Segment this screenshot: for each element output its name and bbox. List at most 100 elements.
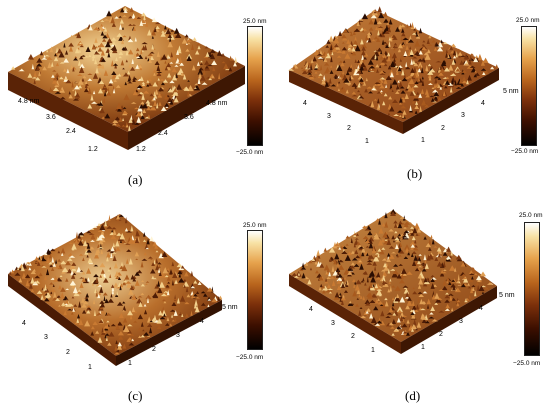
axis-tick: 2.4 (158, 130, 168, 137)
surface-peak (386, 258, 392, 263)
surface-peak (134, 122, 140, 125)
surface-peak (451, 279, 456, 282)
surface-peak (141, 83, 146, 86)
surface-peak (108, 82, 113, 87)
surface-peak (399, 54, 404, 59)
surface-peak (64, 303, 69, 306)
surface-peak (405, 44, 409, 50)
surface-peak (333, 259, 338, 265)
surface-peak (442, 90, 446, 96)
scale-max-label: 25.0 nm (243, 18, 267, 25)
surface-peak (57, 295, 61, 298)
axis-tick: 1 (371, 347, 375, 354)
surface-peak (456, 301, 460, 307)
surface-peak (140, 115, 145, 120)
surface-peak (83, 88, 89, 93)
surface-peak (137, 327, 142, 331)
surface-peak (140, 101, 145, 105)
surface-peak (115, 123, 121, 127)
surface-peak (115, 56, 118, 62)
surface-peak (99, 237, 106, 243)
surface-peak (49, 86, 53, 92)
surface-peak (362, 295, 366, 301)
surface-peak (393, 328, 400, 331)
surface-peak (97, 284, 103, 287)
surface-peak (73, 290, 80, 297)
surface-peak (98, 102, 104, 106)
surface-peak (218, 295, 223, 300)
surface-peak (382, 271, 388, 276)
surface-peak (435, 60, 442, 63)
surface-peak (204, 58, 209, 61)
axis-tick: 3.6 (184, 114, 194, 121)
surface-peak (120, 59, 125, 66)
surface-peak (122, 317, 128, 323)
surface-peak (41, 266, 47, 268)
surface-peak (61, 267, 69, 273)
surface-peak (18, 69, 25, 72)
surface-peak (411, 32, 417, 35)
axis-tick: 2.4 (66, 128, 76, 135)
surface-peak (182, 278, 187, 283)
surface-peak (122, 72, 130, 77)
surface-peak (405, 291, 410, 297)
surface-peak (490, 66, 495, 70)
surface-peak (318, 275, 324, 281)
surface-peak (329, 276, 336, 279)
surface-peak (389, 69, 394, 75)
surface-peak (341, 34, 347, 39)
surface-peak (391, 301, 395, 307)
surface-peak (70, 269, 74, 276)
surface-peak (410, 232, 415, 236)
surface-peak (84, 80, 88, 85)
surface-peak (156, 102, 159, 109)
surface-peak (385, 44, 390, 49)
surface-peak (391, 251, 397, 254)
surface-peak (84, 320, 91, 327)
surface-peak (370, 65, 377, 72)
surface-peak (407, 296, 412, 301)
surface-peak (90, 228, 95, 230)
surface-peak (394, 230, 398, 234)
surface-peak (122, 110, 129, 115)
surface-peak (194, 83, 199, 86)
surface-peak (292, 64, 295, 69)
surface-peak (453, 64, 457, 69)
surface-peak (132, 75, 136, 83)
surface-peak (441, 271, 447, 274)
surface-peak (122, 305, 127, 311)
surface-peak (381, 258, 388, 261)
surface-peak (377, 253, 380, 258)
surface-peak (72, 307, 75, 312)
surface-peak (474, 72, 480, 76)
surface-peak (85, 308, 91, 311)
surface-peak (45, 292, 50, 299)
surface-peak (169, 99, 174, 105)
surface-peak (309, 64, 313, 71)
surface-peak (471, 284, 476, 287)
surface-peak (60, 247, 66, 254)
surface-peak (469, 54, 472, 61)
surface-peak (366, 86, 373, 89)
surface-peak (363, 309, 368, 316)
surface-peak (428, 247, 432, 251)
surface-peak (413, 72, 417, 78)
surface-peak (443, 67, 450, 72)
surface-peak (363, 52, 369, 57)
surface-peak (412, 287, 415, 289)
surface-peak (73, 237, 80, 243)
surface-peak (487, 282, 493, 285)
surface-peak (423, 236, 427, 240)
surface-peak (334, 253, 340, 260)
surface-peak (416, 227, 421, 233)
surface-peak (140, 12, 147, 17)
surface-peak (90, 233, 96, 240)
surface-peak (446, 280, 449, 284)
surface-peak (360, 38, 364, 45)
surface-peak (124, 217, 128, 224)
surface-peak (365, 245, 370, 248)
surface-peak (58, 304, 61, 307)
surface-peak (400, 35, 403, 41)
surface-peak (351, 94, 358, 97)
surface-peak (171, 319, 176, 322)
